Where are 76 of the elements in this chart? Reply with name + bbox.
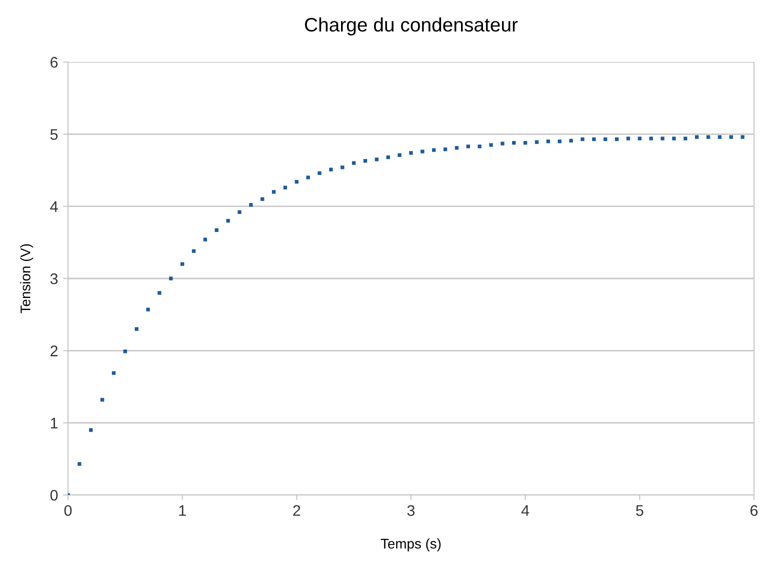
y-tick-label: 1	[50, 418, 58, 428]
point	[523, 140, 528, 145]
point	[100, 398, 104, 402]
point	[626, 136, 630, 140]
y-tick-label: 6	[50, 56, 58, 68]
y-tick-label: 4	[50, 201, 58, 212]
point	[329, 168, 333, 172]
y-tick-label: 0	[50, 490, 58, 501]
point	[352, 161, 356, 165]
x-axis-title: Temps (s)	[380, 538, 441, 552]
point	[158, 291, 162, 295]
point	[214, 228, 218, 232]
point	[454, 146, 459, 150]
point	[672, 136, 676, 140]
point	[604, 137, 608, 142]
point	[706, 135, 710, 139]
point	[729, 135, 733, 139]
point	[169, 276, 173, 280]
x-tick-label: 0	[64, 505, 72, 516]
point	[592, 137, 596, 142]
point	[89, 428, 93, 432]
x-tick-label: 2	[293, 505, 300, 516]
point	[260, 197, 264, 201]
point	[546, 140, 550, 144]
point	[398, 153, 402, 157]
point	[386, 155, 390, 160]
point	[420, 150, 424, 154]
point	[432, 148, 436, 152]
point	[363, 159, 368, 163]
y-tick-label: 3	[50, 273, 58, 284]
point	[112, 371, 116, 375]
point	[684, 136, 688, 140]
point	[718, 135, 722, 139]
x-tick-label: 4	[521, 505, 530, 516]
point	[534, 140, 539, 144]
point	[180, 262, 184, 266]
point	[340, 166, 344, 170]
point	[123, 350, 128, 354]
y-tick-label: 2	[50, 346, 58, 356]
point	[226, 218, 230, 223]
point	[466, 144, 470, 148]
point	[306, 176, 310, 180]
point	[614, 137, 619, 142]
point	[638, 136, 642, 140]
y-tick-label: 5	[50, 129, 58, 140]
point	[740, 135, 744, 139]
point	[192, 249, 196, 253]
point	[409, 151, 413, 155]
point	[249, 203, 253, 207]
x-tick-label: 5	[636, 505, 644, 516]
point	[569, 138, 573, 142]
point	[694, 135, 699, 139]
point	[649, 136, 653, 140]
point	[500, 142, 504, 146]
point	[146, 308, 150, 312]
x-tick-label: 1	[179, 505, 186, 516]
point	[512, 140, 516, 145]
point	[134, 327, 138, 331]
point	[580, 137, 584, 142]
point	[558, 140, 562, 144]
point	[294, 180, 299, 184]
point	[374, 158, 379, 162]
point	[272, 190, 276, 194]
point	[478, 144, 482, 148]
point	[283, 186, 288, 190]
point	[78, 462, 82, 466]
point	[238, 210, 242, 214]
point	[318, 171, 322, 175]
x-tick-label: 3	[407, 505, 415, 516]
point	[489, 143, 493, 147]
chart-title: Charge du condensateur	[304, 17, 518, 36]
point	[660, 136, 664, 140]
y-axis-title: Tension (V)	[20, 244, 34, 314]
x-tick-label: 6	[750, 505, 758, 516]
point	[203, 238, 208, 242]
point	[443, 147, 448, 152]
